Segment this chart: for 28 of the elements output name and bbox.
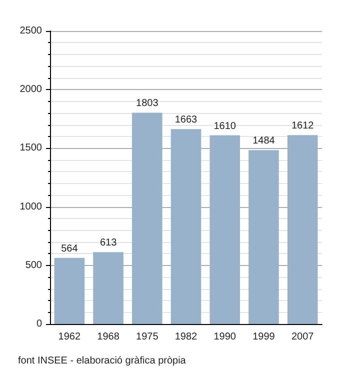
bar [93, 252, 124, 324]
x-tick-label: 2007 [291, 332, 314, 342]
data-label: 1484 [252, 136, 276, 147]
bar [132, 112, 162, 324]
y-tick-label: 1000 [20, 201, 42, 212]
bar [248, 150, 279, 324]
x-tick-label: 1962 [58, 332, 81, 342]
x-tick-label: 1999 [252, 332, 276, 342]
data-label: 613 [100, 238, 118, 249]
x-tick-label: 1968 [97, 332, 120, 342]
bar [170, 129, 202, 324]
x-tick-label: 1990 [214, 332, 236, 342]
data-label: 1803 [136, 98, 159, 110]
y-tick-label: 1500 [20, 142, 42, 154]
bar [210, 135, 240, 324]
text: font INSEE - elaboració gràfica pròpia [18, 356, 186, 366]
x-tick-label: 1975 [136, 332, 159, 342]
data-label: 1612 [291, 120, 314, 132]
bar [287, 135, 318, 324]
data-label: 1663 [174, 114, 198, 126]
x-tick-label: 1982 [174, 332, 198, 342]
y-tick-label: 2500 [20, 26, 42, 36]
y-tick-label: 500 [25, 260, 42, 271]
data-label: 564 [61, 243, 78, 254]
bar [54, 258, 85, 324]
y-tick-label: 0 [36, 318, 42, 330]
data-label: 1610 [214, 120, 236, 132]
y-tick-label: 2000 [20, 84, 42, 96]
